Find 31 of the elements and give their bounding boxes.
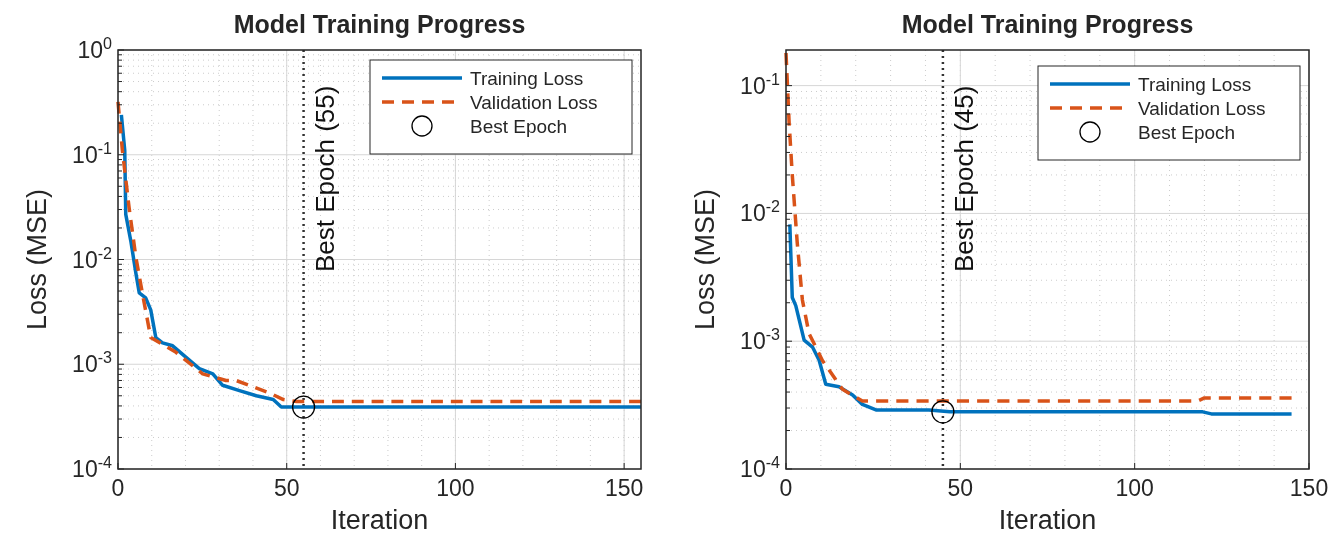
legend-label: Validation Loss [1138, 98, 1266, 119]
x-tick-label: 100 [436, 475, 475, 501]
y-tick-label: 10$^{-2}$ [72, 243, 113, 273]
chart-title: Model Training Progress [901, 10, 1194, 38]
x-tick-label: 50 [947, 475, 974, 501]
legend-label: Validation Loss [470, 92, 598, 113]
y-axis-title: Loss (MSE) [690, 188, 720, 331]
legend-label: Training Loss [1138, 74, 1252, 95]
ref-line-label: Best Epoch (45) [948, 85, 979, 272]
y-tick-label: 10$^{-3}$ [72, 348, 113, 378]
x-tick-label: 150 [604, 475, 644, 501]
y-tick-label: 10$^{-2}$ [740, 197, 781, 227]
legend-label: Best Epoch [1138, 122, 1236, 143]
y-tick-label: 10$^{-1}$ [72, 138, 113, 168]
y-tick-label: 10$^{-3}$ [740, 325, 781, 355]
y-tick-label: 10$^{-4}$ [740, 453, 781, 482]
x-tick-label: 0 [779, 475, 793, 501]
x-tick-label: 150 [1289, 475, 1329, 501]
y-tick-label: 10$^{0}$ [77, 34, 113, 63]
y-tick-label: 10$^{-4}$ [72, 453, 113, 482]
x-tick-label: 0 [111, 475, 125, 501]
y-axis-title: Loss (MSE) [22, 188, 52, 331]
y-tick-label: 10$^{-1}$ [740, 69, 781, 99]
x-tick-label: 50 [273, 475, 300, 501]
x-tick-label: 100 [1115, 475, 1154, 501]
x-axis-title: Iteration [998, 505, 1097, 535]
ref-line-label: Best Epoch (55) [309, 85, 340, 272]
legend-label: Best Epoch [470, 116, 568, 137]
chart-title: Model Training Progress [233, 10, 526, 38]
legend-label: Training Loss [470, 68, 584, 89]
x-axis-title: Iteration [330, 505, 429, 535]
